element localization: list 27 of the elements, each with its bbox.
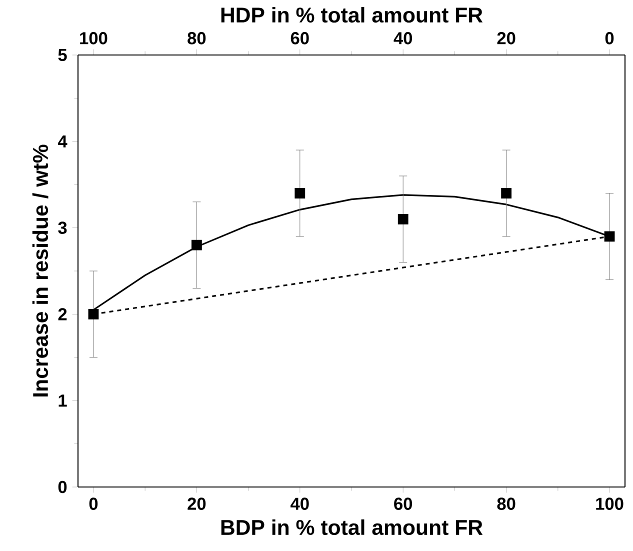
- x-tick-label: 60: [394, 498, 412, 510]
- point: [398, 214, 408, 224]
- y-tick-label: 0: [58, 480, 67, 494]
- y-tick-label: 1: [58, 394, 67, 407]
- x-tick-label: 20: [188, 498, 206, 510]
- x2-tick-label: 100: [80, 32, 108, 44]
- x2-tick-label: 20: [497, 32, 516, 44]
- x-tick-label: 100: [596, 498, 624, 510]
- y-tick-label: 2: [58, 308, 67, 320]
- point: [191, 240, 202, 250]
- x-tick-label: 80: [497, 498, 516, 510]
- point: [88, 309, 99, 320]
- y-tick-label: 4: [58, 135, 68, 148]
- y-tick-label: 3: [58, 222, 67, 234]
- x2-tick-label: 80: [188, 32, 206, 44]
- x-tick-label: 40: [290, 498, 309, 510]
- x2-axis-title: HDP in % total amount FR: [221, 6, 483, 23]
- x2-tick-label: 60: [290, 32, 309, 44]
- x2-tick-label: 40: [394, 32, 412, 44]
- point: [294, 188, 306, 198]
- x-tick-label: 0: [89, 498, 98, 510]
- point: [604, 231, 615, 242]
- x-axis-title: BDP in % total amount FR: [221, 519, 483, 536]
- point: [501, 188, 512, 198]
- y-axis-title: Increase in residue / wt%: [32, 144, 48, 396]
- y-tick-label: 5: [58, 48, 67, 62]
- x2-tick-label: 0: [605, 32, 614, 44]
